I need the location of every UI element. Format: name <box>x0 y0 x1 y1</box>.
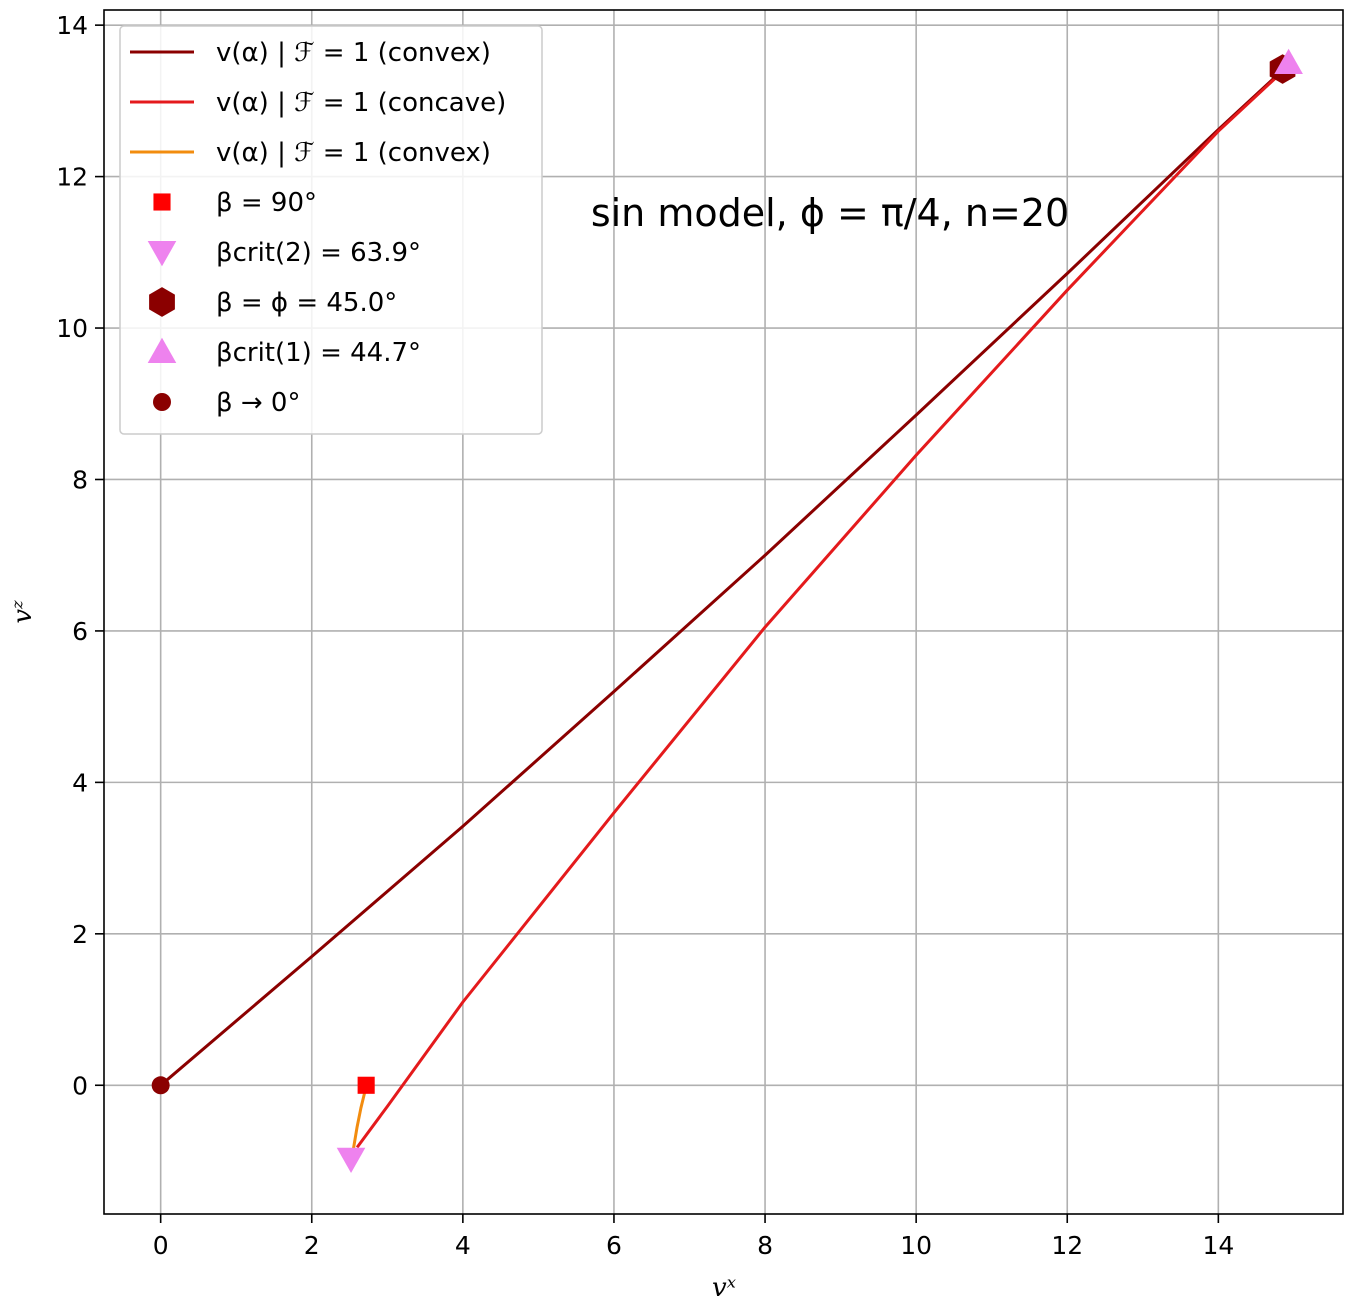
legend-label: v(α) | ℱ = 1 (concave) <box>216 88 506 118</box>
legend-marker-swatch <box>149 287 175 317</box>
data-marker-triangle-down <box>336 1147 366 1174</box>
y-tick-label: 6 <box>72 617 88 646</box>
x-tick-label: 10 <box>900 1231 932 1260</box>
data-marker-circle <box>151 1076 170 1095</box>
legend-marker-swatch <box>147 241 177 267</box>
series-line-2 <box>355 63 1292 1149</box>
chart-annotation: sin model, ϕ = π/4, n=20 <box>591 191 1069 235</box>
y-tick-label: 12 <box>56 163 88 192</box>
x-tick-label: 2 <box>304 1231 320 1260</box>
legend-box <box>119 25 543 435</box>
series-layer <box>151 48 1303 1174</box>
y-tick-label: 2 <box>72 920 88 949</box>
x-tick-label: 8 <box>757 1231 773 1260</box>
data-marker-triangle-up <box>1274 48 1303 75</box>
legend-marker-swatch <box>153 193 171 211</box>
legend-label: β → 0° <box>216 388 300 418</box>
x-tick-label: 0 <box>153 1231 169 1260</box>
legend: v(α) | ℱ = 1 (convex) v(α) | ℱ = 1 (conca… <box>119 25 543 435</box>
legend-marker-swatch <box>147 337 177 363</box>
ticks: 0 2 4 6 8 10 12 14 0 2 4 6 8 10 12 14 <box>56 11 1234 1260</box>
x-tick-label: 6 <box>606 1231 622 1260</box>
plot-frame <box>103 9 1344 1215</box>
x-tick-label: 14 <box>1202 1231 1234 1260</box>
y-tick-label: 0 <box>72 1071 88 1100</box>
y-tick-label: 8 <box>72 465 88 494</box>
x-axis-label: vˣ <box>712 1273 736 1303</box>
y-tick-label: 10 <box>56 314 88 343</box>
y-tick-label: 14 <box>56 11 88 40</box>
series-line-1 <box>159 65 1288 1087</box>
x-tick-label: 4 <box>455 1231 471 1260</box>
legend-label: v(α) | ℱ = 1 (convex) <box>216 138 491 168</box>
data-marker-square <box>357 1076 375 1094</box>
legend-label: β = 90° <box>216 188 317 218</box>
legend-label: βcrit(1) = 44.7° <box>216 338 421 368</box>
legend-label: βcrit(2) = 63.9° <box>216 238 421 268</box>
legend-label: β = ϕ = 45.0° <box>216 288 397 318</box>
y-axis-label: vᶻ <box>8 600 38 624</box>
x-tick-label: 12 <box>1051 1231 1083 1260</box>
legend-label: v(α) | ℱ = 1 (convex) <box>216 38 491 68</box>
legend-marker-swatch <box>153 393 171 411</box>
y-tick-label: 4 <box>72 768 88 797</box>
